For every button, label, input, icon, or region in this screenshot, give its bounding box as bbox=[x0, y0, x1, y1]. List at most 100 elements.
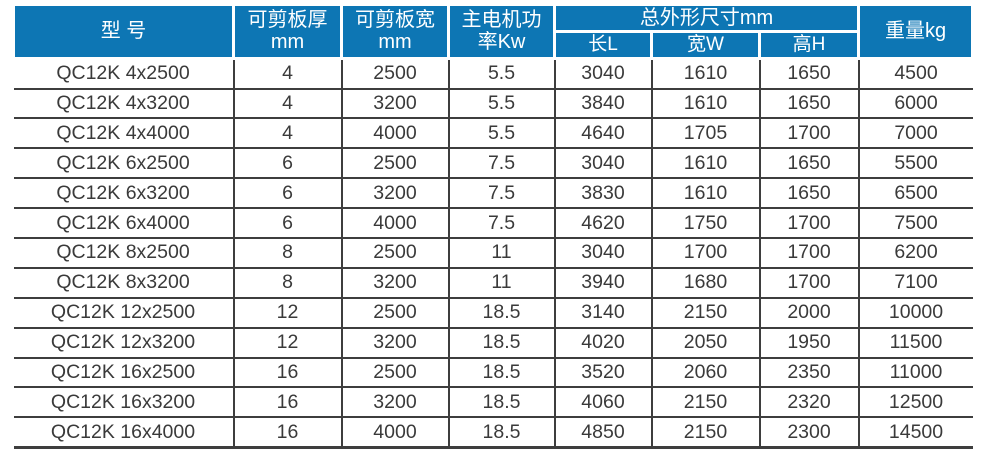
table-row: QC12K 12x2500 12 2500 18.5 3140 2150 200… bbox=[13, 296, 973, 329]
cell-dim-width: 1680 bbox=[650, 266, 761, 299]
cell-length: 3520 bbox=[553, 356, 653, 389]
table-row: QC12K 12x3200 12 3200 18.5 4020 2050 195… bbox=[13, 326, 973, 359]
cell-height: 2000 bbox=[758, 296, 860, 329]
cell-sheet-width: 3200 bbox=[340, 326, 450, 359]
col-header-length: 长L bbox=[553, 30, 653, 60]
cell-weight: 14500 bbox=[857, 416, 973, 450]
cell-model: QC12K 16x3200 bbox=[13, 386, 235, 419]
cell-weight: 10000 bbox=[857, 296, 973, 329]
col-header-model-label: 型 号 bbox=[100, 20, 147, 43]
table-header: 型 号 可剪板厚 mm 可剪板宽 mm 主电机功 率Kw 总外形尺寸mm bbox=[12, 2, 975, 60]
table-row: QC12K 4x4000 4 4000 5.5 4640 1705 1700 7… bbox=[13, 117, 973, 150]
cell-dim-width: 2050 bbox=[650, 326, 761, 359]
cell-dim-width: 1610 bbox=[650, 58, 761, 90]
cell-sheet-width: 2500 bbox=[340, 58, 450, 90]
cell-thickness: 6 bbox=[232, 207, 343, 239]
col-header-thickness-line2: mm bbox=[270, 31, 305, 54]
cell-model: QC12K 4x3200 bbox=[13, 87, 235, 120]
cell-weight: 5500 bbox=[857, 147, 973, 180]
cell-length: 3040 bbox=[553, 58, 653, 90]
cell-model: QC12K 4x4000 bbox=[13, 117, 235, 150]
cell-thickness: 12 bbox=[232, 296, 343, 329]
cell-height: 1650 bbox=[758, 177, 860, 210]
col-header-sheet-width-line1: 可剪板宽 bbox=[355, 8, 435, 31]
cell-sheet-width: 4000 bbox=[340, 416, 450, 450]
cell-height: 1700 bbox=[758, 266, 860, 299]
cell-length: 4060 bbox=[553, 386, 653, 419]
table-row: QC12K 4x2500 4 2500 5.5 3040 1610 1650 4… bbox=[13, 58, 973, 90]
cell-weight: 6000 bbox=[857, 87, 973, 120]
table-row: QC12K 16x2500 16 2500 18.5 3520 2060 235… bbox=[13, 356, 973, 389]
cell-weight: 4500 bbox=[857, 58, 973, 90]
cell-model: QC12K 12x2500 bbox=[13, 296, 235, 329]
col-header-sheet-width-line2: mm bbox=[378, 31, 412, 54]
col-header-dimensions-group-label: 总外形尺寸mm bbox=[639, 7, 774, 29]
cell-sheet-width: 4000 bbox=[340, 117, 450, 150]
cell-motor-power: 18.5 bbox=[447, 326, 556, 359]
cell-length: 4850 bbox=[553, 416, 653, 450]
cell-height: 2350 bbox=[758, 356, 860, 389]
spec-table: 型 号 可剪板厚 mm 可剪板宽 mm 主电机功 率Kw 总外形尺寸mm bbox=[12, 2, 975, 450]
cell-motor-power: 5.5 bbox=[447, 117, 556, 150]
cell-weight: 12500 bbox=[857, 386, 973, 419]
table-row: QC12K 8x3200 8 3200 11 3940 1680 1700 71… bbox=[13, 266, 973, 299]
cell-thickness: 6 bbox=[232, 147, 343, 180]
cell-dim-width: 1700 bbox=[650, 237, 761, 269]
table-row: QC12K 16x4000 16 4000 18.5 4850 2150 230… bbox=[13, 416, 973, 450]
cell-motor-power: 18.5 bbox=[447, 296, 556, 329]
col-header-motor-power-line1: 主电机功 bbox=[461, 8, 542, 31]
col-header-motor-power-line2: 率Kw bbox=[477, 31, 526, 54]
col-header-model: 型 号 bbox=[12, 3, 235, 60]
cell-dim-width: 2150 bbox=[650, 296, 761, 329]
table-row: QC12K 6x3200 6 3200 7.5 3830 1610 1650 6… bbox=[13, 177, 973, 210]
cell-weight: 7100 bbox=[857, 266, 973, 299]
cell-thickness: 16 bbox=[232, 356, 343, 389]
table-row: QC12K 16x3200 16 3200 18.5 4060 2150 232… bbox=[13, 386, 973, 419]
cell-dim-width: 2150 bbox=[650, 416, 761, 450]
cell-model: QC12K 12x3200 bbox=[13, 326, 235, 359]
cell-thickness: 8 bbox=[232, 237, 343, 269]
cell-dim-width: 2060 bbox=[650, 356, 761, 389]
cell-sheet-width: 3200 bbox=[340, 266, 450, 299]
cell-motor-power: 7.5 bbox=[447, 207, 556, 239]
cell-motor-power: 18.5 bbox=[447, 386, 556, 419]
cell-dim-width: 1705 bbox=[650, 117, 761, 150]
col-header-motor-power: 主电机功 率Kw bbox=[447, 3, 556, 60]
cell-dim-width: 1750 bbox=[650, 207, 761, 239]
cell-length: 3830 bbox=[553, 177, 653, 210]
table-row: QC12K 8x2500 8 2500 11 3040 1700 1700 62… bbox=[13, 237, 973, 269]
cell-model: QC12K 6x3200 bbox=[13, 177, 235, 210]
cell-sheet-width: 3200 bbox=[340, 177, 450, 210]
cell-model: QC12K 8x3200 bbox=[13, 266, 235, 299]
cell-model: QC12K 6x2500 bbox=[13, 147, 235, 180]
cell-dim-width: 1610 bbox=[650, 87, 761, 120]
cell-length: 3140 bbox=[553, 296, 653, 329]
cell-thickness: 4 bbox=[232, 87, 343, 120]
cell-model: QC12K 8x2500 bbox=[13, 237, 235, 269]
cell-length: 3840 bbox=[553, 87, 653, 120]
cell-thickness: 6 bbox=[232, 177, 343, 210]
cell-weight: 7000 bbox=[857, 117, 973, 150]
cell-height: 1650 bbox=[758, 147, 860, 180]
cell-height: 1650 bbox=[758, 58, 860, 90]
cell-thickness: 12 bbox=[232, 326, 343, 359]
cell-length: 3040 bbox=[553, 237, 653, 269]
cell-length: 4020 bbox=[553, 326, 653, 359]
cell-sheet-width: 3200 bbox=[340, 87, 450, 120]
col-header-height: 高H bbox=[757, 30, 861, 60]
col-header-thickness: 可剪板厚 mm bbox=[232, 3, 343, 60]
cell-weight: 6500 bbox=[857, 177, 973, 210]
cell-height: 1950 bbox=[758, 326, 860, 359]
col-header-weight-label: 重量kg bbox=[884, 20, 947, 43]
cell-weight: 11000 bbox=[857, 356, 973, 389]
cell-motor-power: 7.5 bbox=[447, 177, 556, 210]
cell-thickness: 16 bbox=[232, 386, 343, 419]
col-header-dimensions-group: 总外形尺寸mm bbox=[552, 2, 861, 34]
col-header-weight: 重量kg bbox=[857, 3, 975, 60]
cell-sheet-width: 3200 bbox=[340, 386, 450, 419]
cell-motor-power: 7.5 bbox=[447, 147, 556, 180]
table-row: QC12K 6x2500 6 2500 7.5 3040 1610 1650 5… bbox=[13, 147, 973, 180]
table-body: QC12K 4x2500 4 2500 5.5 3040 1610 1650 4… bbox=[13, 58, 973, 450]
col-header-thickness-line1: 可剪板厚 bbox=[247, 8, 328, 31]
